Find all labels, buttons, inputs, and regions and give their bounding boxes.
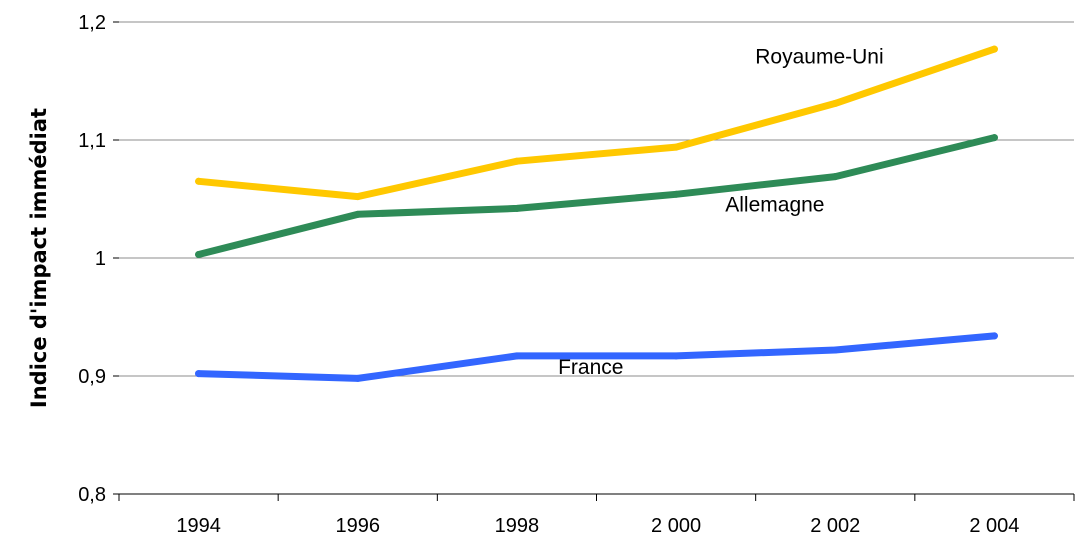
data-point: [831, 346, 839, 354]
y-tick-label: 0,9: [78, 366, 106, 388]
y-axis-title: Indice d'impact immédiat: [27, 108, 51, 408]
data-point: [831, 99, 839, 107]
data-point: [672, 190, 680, 198]
y-tick-label: 1: [95, 248, 106, 270]
x-tick-label: 1994: [176, 515, 221, 537]
data-point: [672, 352, 680, 360]
x-tick-label: 1998: [495, 515, 540, 537]
series-label: Royaume-Uni: [755, 45, 883, 68]
data-point: [195, 177, 203, 185]
data-point: [990, 332, 998, 340]
y-tick-label: 1,2: [78, 12, 106, 34]
y-tick-label: 1,1: [78, 130, 106, 152]
labels: Royaume-Uni Allemagne France: [558, 45, 884, 379]
data-point: [831, 173, 839, 181]
data-point: [354, 374, 362, 382]
series-label: Allemagne: [725, 194, 824, 217]
series-lines: [195, 45, 998, 382]
data-point: [513, 157, 521, 165]
x-tick-label: 2 000: [651, 515, 701, 537]
data-point: [354, 193, 362, 201]
x-tick-label: 1996: [336, 515, 381, 537]
series-label: France: [558, 356, 623, 379]
data-point: [672, 143, 680, 151]
x-tick-label: 2 004: [969, 515, 1019, 537]
x-tick-label: 2 002: [810, 515, 860, 537]
data-point: [990, 134, 998, 142]
series-line: [195, 332, 998, 382]
axes: 0,8 0,9 1 1,1 1,2 1994 1996 1998 2 000 2 002 2 004: [78, 12, 1075, 537]
data-point: [513, 352, 521, 360]
series-line: [195, 134, 998, 258]
data-point: [513, 204, 521, 212]
y-tick-label: 0,8: [78, 484, 106, 506]
gridlines: [119, 21, 1074, 377]
series-line: [195, 45, 998, 201]
data-point: [354, 210, 362, 218]
data-point: [195, 370, 203, 378]
data-point: [990, 45, 998, 53]
data-point: [195, 250, 203, 258]
